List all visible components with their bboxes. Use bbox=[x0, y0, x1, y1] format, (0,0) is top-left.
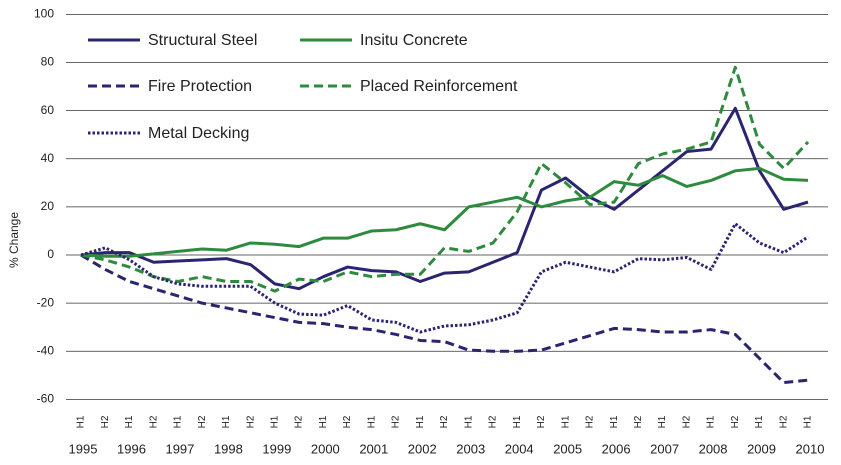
x-tick-label: H2 bbox=[391, 415, 402, 428]
x-tick-label: H1 bbox=[366, 415, 377, 428]
legend-label: Structural Steel bbox=[148, 32, 257, 49]
year-label: 1995 bbox=[69, 441, 98, 456]
x-tick-label: H2 bbox=[439, 415, 450, 428]
y-tick-label: -60 bbox=[37, 392, 55, 406]
legend-label: Insitu Concrete bbox=[360, 32, 468, 49]
x-tick-label: H2 bbox=[585, 415, 596, 428]
year-label: 2000 bbox=[311, 441, 340, 456]
y-tick-label: 20 bbox=[41, 199, 55, 213]
series-line bbox=[80, 253, 809, 385]
x-tick-label: H1 bbox=[76, 415, 87, 428]
year-label: 2008 bbox=[699, 441, 728, 456]
x-tick-label: H2 bbox=[778, 415, 789, 428]
x-tick-label: H2 bbox=[488, 415, 499, 428]
year-label: 2002 bbox=[408, 441, 437, 456]
y-tick-label: 0 bbox=[47, 247, 54, 261]
legend-bg bbox=[82, 72, 282, 100]
x-tick-label: H1 bbox=[609, 415, 620, 428]
year-label: 1997 bbox=[165, 441, 194, 456]
x-tick-label: H2 bbox=[148, 415, 159, 428]
x-tick-label: H1 bbox=[657, 415, 668, 428]
legend-label: Placed Reinforcement bbox=[360, 78, 518, 95]
year-label: 1996 bbox=[117, 441, 146, 456]
x-tick-label: H1 bbox=[270, 415, 281, 428]
y-tick-label: -20 bbox=[37, 295, 55, 309]
x-tick-label: H2 bbox=[633, 415, 644, 428]
year-label: 1999 bbox=[262, 441, 291, 456]
series-line bbox=[80, 106, 809, 291]
y-tick-label: 40 bbox=[41, 151, 55, 165]
x-tick-label: H1 bbox=[173, 415, 184, 428]
x-tick-label: H1 bbox=[124, 415, 135, 428]
y-tick-label: -40 bbox=[37, 343, 55, 357]
y-tick-label: 100 bbox=[34, 7, 54, 21]
x-tick-label: H2 bbox=[681, 415, 692, 428]
series-line bbox=[80, 222, 809, 334]
x-tick-label: H2 bbox=[342, 415, 353, 428]
x-tick-label: H2 bbox=[294, 415, 305, 428]
x-tick-label: H1 bbox=[754, 415, 765, 428]
y-tick-label: 80 bbox=[41, 55, 55, 69]
y-tick-label: 60 bbox=[41, 103, 55, 117]
series-line bbox=[80, 65, 810, 293]
x-tick-label: H1 bbox=[463, 415, 474, 428]
x-tick-label: H2 bbox=[100, 415, 111, 428]
x-tick-label: H2 bbox=[245, 415, 256, 428]
y-axis-label: % Change bbox=[7, 212, 21, 268]
x-tick-label: H1 bbox=[512, 415, 523, 428]
year-label: 2010 bbox=[796, 441, 825, 456]
x-tick-label: H1 bbox=[803, 415, 814, 428]
x-tick-label: H2 bbox=[197, 415, 208, 428]
series-line bbox=[80, 166, 809, 258]
x-tick-label: H1 bbox=[706, 415, 717, 428]
x-tick-label: H2 bbox=[730, 415, 741, 428]
year-label: 2009 bbox=[747, 441, 776, 456]
year-label: 2007 bbox=[650, 441, 679, 456]
x-tick-label: H1 bbox=[415, 415, 426, 428]
year-label: 2005 bbox=[553, 441, 582, 456]
legend-label: Metal Decking bbox=[148, 125, 249, 142]
x-tick-label: H1 bbox=[221, 415, 232, 428]
year-label: 2001 bbox=[359, 441, 388, 456]
legend-label: Fire Protection bbox=[148, 78, 252, 95]
x-tick-label: H1 bbox=[318, 415, 329, 428]
year-label: 1998 bbox=[214, 441, 243, 456]
year-label: 2006 bbox=[602, 441, 631, 456]
year-label: 2003 bbox=[456, 441, 485, 456]
x-tick-label: H1 bbox=[560, 415, 571, 428]
x-tick-label: H2 bbox=[536, 415, 547, 428]
year-label: 2004 bbox=[505, 441, 534, 456]
